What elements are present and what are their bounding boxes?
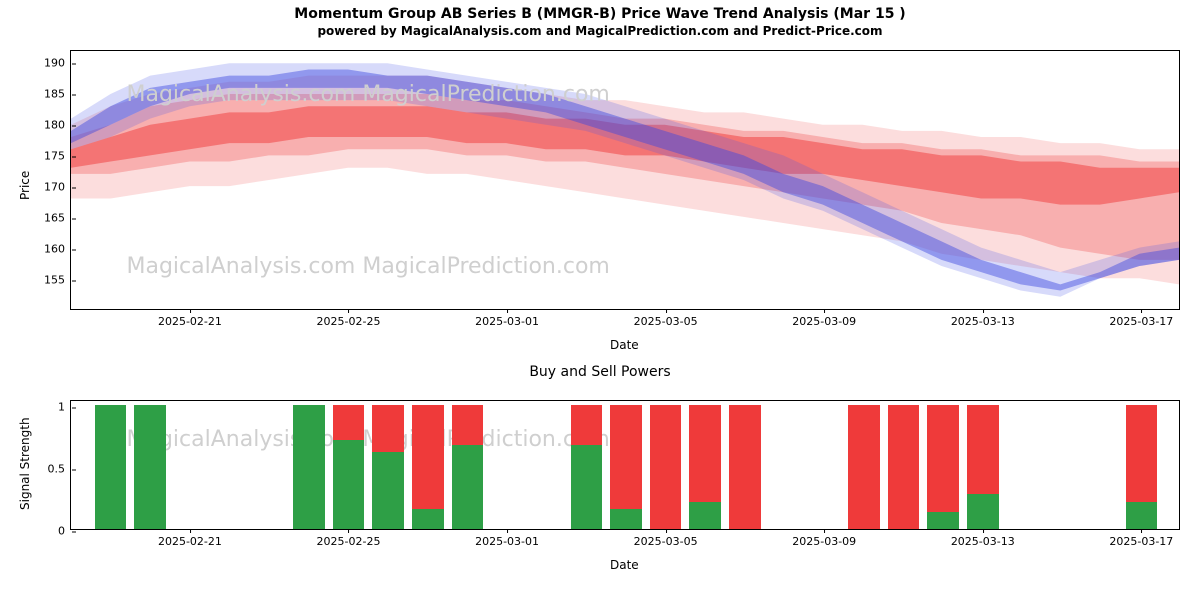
power-bar: [1126, 405, 1158, 529]
y-tick: 170: [44, 181, 71, 194]
power-bar-sell: [927, 405, 959, 511]
power-bar: [610, 405, 642, 529]
power-bar-sell: [571, 405, 603, 445]
price-y-axis-label: Price: [18, 171, 32, 200]
power-bar-buy: [927, 512, 959, 529]
power-bar: [848, 405, 880, 529]
x-tick: 2025-02-25: [317, 309, 381, 328]
power-bar-buy: [1126, 502, 1158, 529]
price-x-axis-label: Date: [610, 338, 639, 352]
x-tick: 2025-03-09: [792, 309, 856, 328]
y-tick: 165: [44, 212, 71, 225]
power-bar-buy: [452, 445, 484, 529]
power-bar-sell: [333, 405, 365, 440]
y-tick: 0.5: [48, 463, 72, 476]
x-tick: 2025-03-01: [475, 309, 539, 328]
power-bar-sell: [1126, 405, 1158, 502]
x-tick: 2025-03-09: [792, 529, 856, 548]
x-tick: 2025-03-05: [634, 529, 698, 548]
x-tick: 2025-03-17: [1109, 309, 1173, 328]
power-bar: [888, 405, 920, 529]
x-tick: 2025-02-21: [158, 529, 222, 548]
x-tick: 2025-03-05: [634, 309, 698, 328]
power-bar-buy: [610, 509, 642, 529]
power-bar-sell: [888, 405, 920, 529]
power-bar-sell: [967, 405, 999, 494]
y-tick: 1: [58, 401, 71, 414]
power-bar-sell: [372, 405, 404, 452]
power-bar: [293, 405, 325, 529]
power-bar: [412, 405, 444, 529]
power-bar-sell: [452, 405, 484, 445]
y-tick: 180: [44, 119, 71, 132]
power-bar-buy: [372, 452, 404, 529]
power-bar-buy: [571, 445, 603, 529]
power-bar-sell: [848, 405, 880, 529]
x-tick: 2025-03-13: [951, 529, 1015, 548]
power-bar-sell: [610, 405, 642, 509]
price-bands-svg: [71, 51, 1179, 309]
y-tick: 160: [44, 243, 71, 256]
x-tick: 2025-02-21: [158, 309, 222, 328]
power-bar: [650, 405, 682, 529]
power-bar: [452, 405, 484, 529]
power-bar-sell: [412, 405, 444, 509]
power-chart-title: Buy and Sell Powers: [0, 364, 1200, 380]
x-tick: 2025-03-01: [475, 529, 539, 548]
power-bar: [333, 405, 365, 529]
power-x-axis-label: Date: [610, 558, 639, 572]
power-bar: [134, 405, 166, 529]
power-bar: [95, 405, 127, 529]
power-bar-buy: [333, 440, 365, 529]
power-bar: [927, 405, 959, 529]
power-bar-sell: [689, 405, 721, 502]
watermark-text: MagicalAnalysis.com MagicalPrediction.co…: [127, 427, 610, 452]
y-tick: 175: [44, 150, 71, 163]
power-bar-buy: [689, 502, 721, 529]
power-bar: [967, 405, 999, 529]
x-tick: 2025-02-25: [317, 529, 381, 548]
power-bar: [372, 405, 404, 529]
y-tick: 155: [44, 274, 71, 287]
power-bar-buy: [134, 405, 166, 529]
chart-title-main: Momentum Group AB Series B (MMGR-B) Pric…: [0, 6, 1200, 22]
power-bar: [689, 405, 721, 529]
power-y-axis-label: Signal Strength: [18, 417, 32, 510]
power-bar: [729, 405, 761, 529]
figure-root: Momentum Group AB Series B (MMGR-B) Pric…: [0, 0, 1200, 600]
y-tick: 0: [58, 525, 71, 538]
price-panel: 1551601651701751801851902025-02-212025-0…: [70, 50, 1180, 310]
power-bar-buy: [293, 405, 325, 529]
power-bar-buy: [95, 405, 127, 529]
power-bar: [571, 405, 603, 529]
power-bar-buy: [967, 494, 999, 529]
power-bar-buy: [412, 509, 444, 529]
x-tick: 2025-03-13: [951, 309, 1015, 328]
power-panel: 00.512025-02-212025-02-252025-03-012025-…: [70, 400, 1180, 530]
power-bar-sell: [729, 405, 761, 529]
chart-title-sub: powered by MagicalAnalysis.com and Magic…: [0, 24, 1200, 38]
x-tick: 2025-03-17: [1109, 529, 1173, 548]
y-tick: 190: [44, 57, 71, 70]
power-bar-sell: [650, 405, 682, 529]
y-tick: 185: [44, 88, 71, 101]
